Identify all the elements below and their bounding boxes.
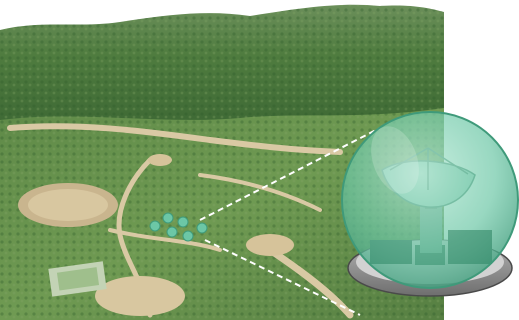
ground-radome-cluster bbox=[149, 212, 208, 242]
callout-lines bbox=[199, 127, 381, 316]
radome-dome bbox=[341, 111, 519, 289]
clearings bbox=[18, 154, 294, 316]
aerial-photo bbox=[0, 4, 444, 320]
radome-inset bbox=[341, 111, 519, 297]
